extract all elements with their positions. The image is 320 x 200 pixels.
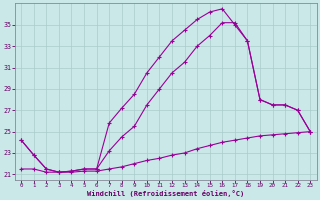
X-axis label: Windchill (Refroidissement éolien,°C): Windchill (Refroidissement éolien,°C) — [87, 190, 244, 197]
